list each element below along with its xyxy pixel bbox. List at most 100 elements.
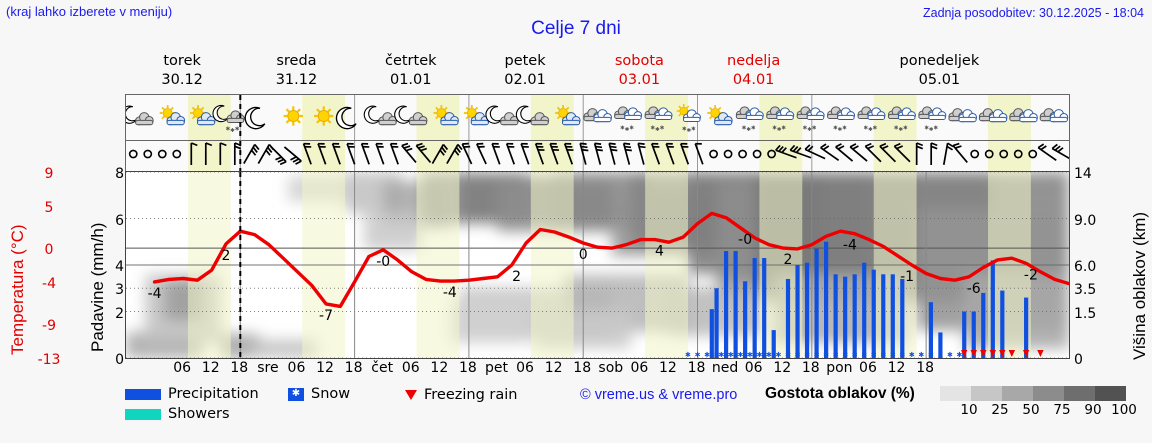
temperature-annotation: -7: [319, 308, 333, 324]
day-header-strip: torek 30.12 sreda 31.12 četrtek 01.01 petek 02.…: [125, 52, 1070, 92]
snow-marker: ✱: [776, 351, 782, 358]
wind-barb: [864, 142, 882, 163]
weather-icon-sun-cloud: [159, 105, 186, 126]
last-updated: Zadnja posodobitev: 30.12.2025 - 18:04: [922, 6, 1144, 20]
time-tick-12: 12: [201, 360, 220, 376]
time-tick-ned: ned: [711, 360, 739, 376]
temperature-annotation: 0: [579, 247, 588, 263]
day-name: ponedeljek: [899, 53, 980, 69]
legend-freezing-rain-label: Freezing rain: [424, 387, 518, 403]
svg-text:✱: ✱: [781, 124, 786, 131]
tick-label: 0: [44, 242, 54, 259]
weather-icon-cloud: [948, 108, 978, 123]
weather-icon-strip: ✱ ✱ ✱: [125, 94, 1070, 141]
svg-text:✱: ✱: [842, 124, 847, 131]
legend: Precipitation Showers ✱ Snow Freezing ra…: [125, 384, 1152, 440]
wind-barb: [563, 142, 574, 165]
day-header-6: nedelja 04.01: [697, 52, 811, 92]
svg-text:✱: ✱: [868, 126, 873, 133]
precipitation-bar: [733, 251, 738, 358]
svg-text:✱: ✱: [650, 124, 655, 131]
wind-barb: [622, 142, 632, 165]
tick-label: 14: [1074, 166, 1092, 182]
day-header-1: torek 30.12: [125, 52, 239, 92]
time-tick-06: 06: [516, 360, 534, 376]
weather-icon-sun-cloud-snow: ✱ ✱ ✱: [676, 104, 701, 134]
day-header-7: ponedeljek 05.01: [811, 52, 1068, 92]
day-date: 05.01: [918, 72, 961, 88]
time-axis-labels: 06 12 18 sre 06 12 18 čet 06 12 18 pet 06 12 18 sob 06 12…: [125, 360, 1070, 380]
precipitation-bar: [900, 278, 905, 358]
snow-marker: ✱: [752, 351, 758, 358]
temperature-axis-title: Temperatura (°C): [8, 224, 27, 355]
snow-marker: ✱: [909, 351, 915, 358]
snow-marker: ✱: [723, 351, 729, 358]
weather-icon-sun-cloud: [433, 105, 459, 126]
svg-text:✱: ✱: [660, 124, 665, 131]
snow-marker: ✱: [890, 351, 896, 358]
cloud-density-colorbar: [940, 386, 1126, 401]
precipitation-tick-labels: 8 6 4 3 2 0: [106, 166, 124, 368]
svg-text:✱: ✱: [898, 126, 903, 133]
weather-icon-cloud-snow: ✱ ✱ ✱: [614, 106, 643, 133]
snow-marker: ✱: [899, 351, 905, 358]
wind-barb: [331, 142, 341, 165]
weather-icon-cloud-snow: ✱ ✱ ✱: [735, 106, 764, 133]
weather-icon-cloud-snow: ✱ ✱ ✱: [644, 106, 673, 133]
weather-icon-cloud: [583, 108, 613, 123]
temperature-annotation: -0: [376, 254, 390, 270]
tick-label: 6: [115, 212, 124, 229]
snow-marker: ✱: [928, 351, 934, 358]
cloud-density-tick: 100: [1111, 402, 1137, 418]
wind-barb-calm: [752, 149, 762, 159]
time-tick-12: 12: [544, 360, 563, 376]
precipitation-bar: [843, 276, 848, 358]
weather-icon-cloud-snow: ✱ ✱ ✱: [766, 106, 795, 133]
tick-label: 8: [115, 166, 124, 182]
snow-marker: ✱: [861, 351, 867, 358]
temperature-line: [152, 211, 1069, 309]
snow-marker: ✱: [833, 351, 839, 358]
weather-icon-cloud: [1039, 108, 1069, 123]
svg-text:✱: ✱: [682, 125, 687, 132]
day-name: petek: [504, 53, 546, 69]
precipitation-bar: [714, 288, 719, 358]
cloud-density-step-5: [1064, 386, 1095, 401]
wind-barb: [930, 142, 938, 165]
wind-barb: [804, 144, 826, 160]
wind-barb: [608, 142, 618, 165]
svg-text:✱: ✱: [620, 124, 625, 131]
wind-barb-calm: [767, 149, 776, 159]
wind-barb: [694, 142, 704, 165]
cloud-density-tick: 10: [960, 402, 978, 418]
precipitation-bar: [928, 302, 933, 358]
time-tick-06: 06: [744, 360, 763, 376]
cloud-density-step-3: [1002, 386, 1033, 401]
location-hint: (kraj lahko izberete v meniju): [6, 4, 173, 19]
wind-barb-calm: [157, 149, 167, 159]
weather-icon-cloud-snow: ✱ ✱ ✱: [887, 106, 916, 133]
svg-text:✱: ✱: [777, 126, 782, 133]
precipitation-bar: [962, 311, 967, 358]
snow-marker: ✱: [785, 351, 791, 358]
wind-barb: [360, 142, 370, 165]
time-tick-18: 18: [687, 360, 706, 376]
time-tick-06: 06: [401, 360, 420, 376]
day-name: nedelja: [727, 53, 781, 69]
cloud-density-step-1: [940, 386, 971, 401]
time-tick-sre: sre: [257, 360, 279, 376]
time-tick-pon: pon: [826, 360, 853, 376]
tick-label: -4: [42, 275, 56, 292]
day-date: 04.01: [732, 72, 775, 88]
wind-barb-calm: [738, 149, 747, 159]
showers-swatch: [125, 408, 161, 420]
time-tick-18: 18: [344, 360, 363, 376]
snow-marker: ✱: [756, 351, 762, 358]
snow-marker: ✱: [714, 351, 720, 358]
weather-icon-cloud: [978, 108, 1008, 123]
legend-snow-label: Snow: [311, 386, 351, 402]
wind-barb: [849, 143, 868, 162]
svg-text:✱: ✱: [686, 127, 691, 134]
temperature-tick-labels: 9 5 0 -4 -9 -13: [34, 166, 64, 368]
wind-barb: [915, 142, 924, 165]
